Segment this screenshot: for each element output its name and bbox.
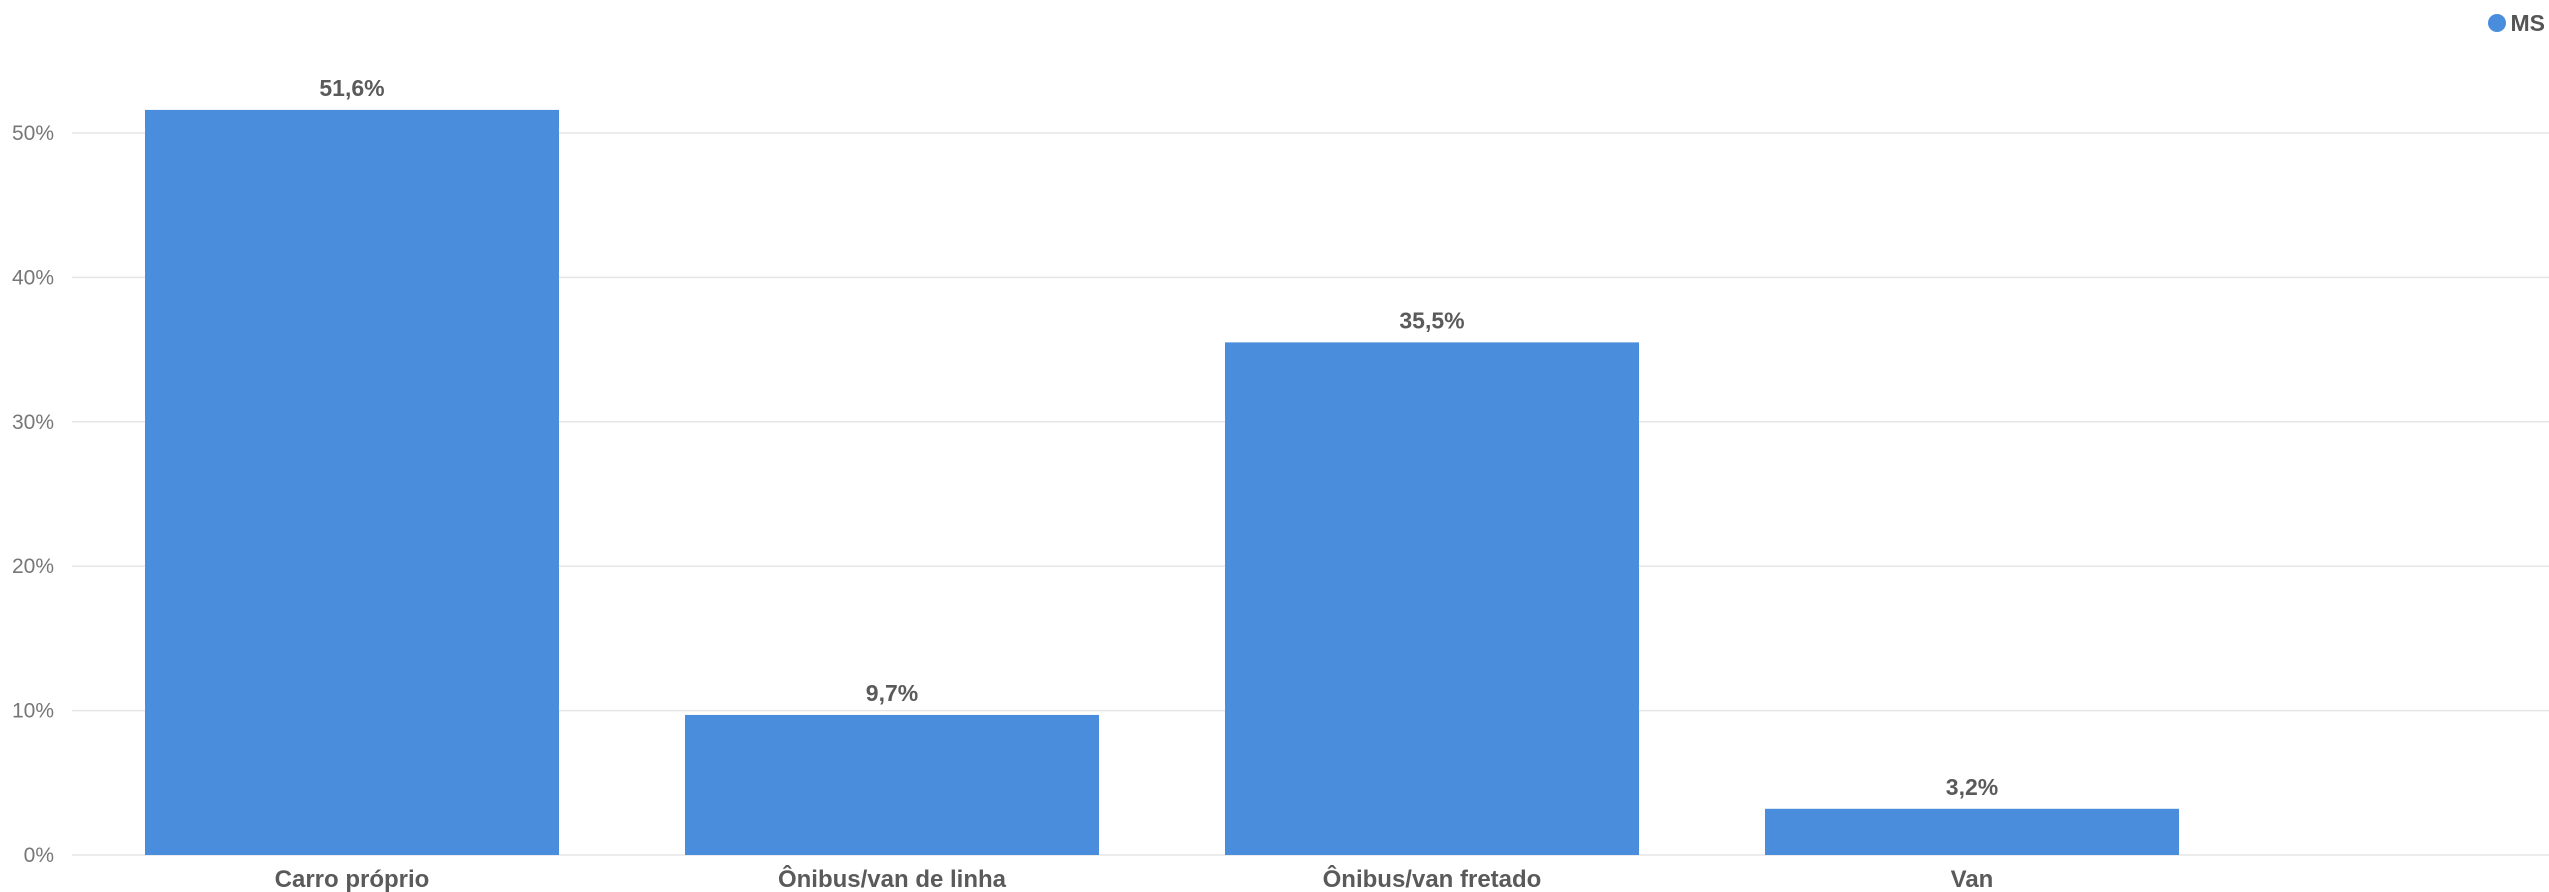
x-category-label: Ônibus/van de linha [778,865,1007,892]
y-tick-label: 0% [24,844,54,867]
bar [1225,342,1639,855]
bar [145,109,559,855]
bar [685,714,1099,855]
legend[interactable]: MS [2487,8,2546,38]
data-label: 3,2% [1946,774,1998,800]
x-category-label: Van [1951,866,1994,892]
x-category-label: Ônibus/van fretado [1323,865,1542,892]
y-tick-label: 10% [12,700,54,723]
legend-label: MS [2510,9,2546,36]
y-tick-label: 20% [12,555,54,578]
legend-swatch-icon [2487,14,2506,32]
y-tick-label: 50% [12,122,54,145]
x-category-label: Carro próprio [275,866,430,892]
bar [1765,808,2179,855]
data-label: 9,7% [866,680,918,706]
y-tick-label: 30% [12,411,54,434]
data-label: 51,6% [319,75,384,101]
data-label: 35,5% [1399,307,1464,333]
y-tick-label: 40% [12,266,54,289]
